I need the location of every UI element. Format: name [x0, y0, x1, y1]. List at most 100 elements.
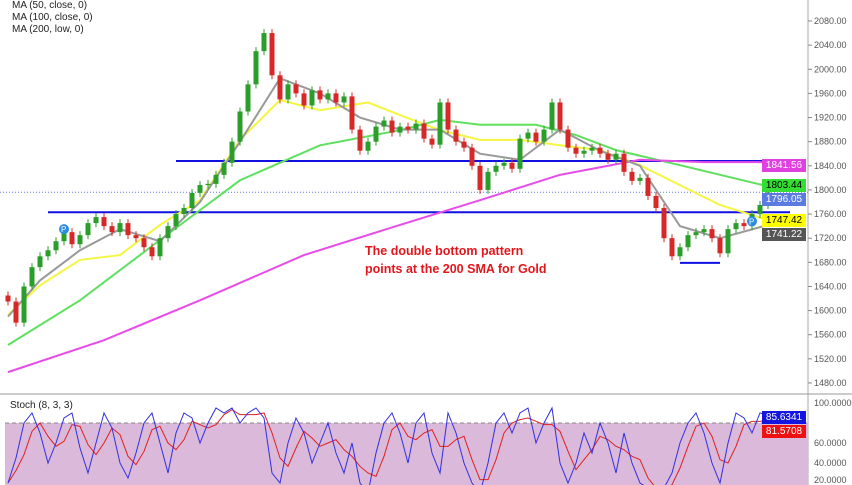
candle [685, 235, 691, 248]
candle [693, 232, 699, 236]
candle [557, 102, 563, 130]
candle [637, 177, 643, 181]
candle [669, 238, 675, 257]
candle [501, 162, 507, 166]
candle [117, 223, 123, 233]
y-tick-label: 2040.00 [814, 40, 847, 50]
y-tick-label: 1840.00 [814, 161, 847, 171]
stoch-tick-label: 40.0000 [814, 458, 847, 468]
pivot-marker-icon [59, 224, 69, 235]
candle [701, 229, 707, 233]
candle [85, 223, 91, 236]
candle [333, 93, 339, 103]
y-tick-label: 1960.00 [814, 88, 847, 98]
candle [149, 247, 155, 257]
candle [469, 147, 475, 166]
candle [69, 232, 75, 245]
stoch-tick-label: 60.0000 [814, 438, 847, 448]
candle [437, 102, 443, 145]
candle [189, 192, 195, 209]
candle [213, 174, 219, 184]
candle [93, 217, 99, 224]
candle [29, 267, 35, 287]
candle [349, 96, 355, 130]
y-tick-label: 1480.00 [814, 378, 847, 388]
candle [221, 162, 227, 175]
candle [757, 205, 763, 215]
candle [573, 147, 579, 154]
price-label: 1796.05 [762, 193, 806, 207]
legend-ma200: MA (200, low, 0) [12, 24, 84, 35]
moving-average-line [7, 118, 769, 346]
candle [285, 84, 291, 100]
candle [61, 232, 67, 242]
stoch-d-line [7, 409, 769, 485]
candle [341, 96, 347, 103]
y-tick-label: 1600.00 [814, 306, 847, 316]
price-label: 1841.56 [762, 158, 806, 172]
candle [733, 223, 739, 230]
candle [277, 75, 283, 100]
candle [485, 171, 491, 190]
candle [725, 229, 731, 254]
candle [269, 33, 275, 76]
candle [709, 229, 715, 239]
y-tick-label: 1880.00 [814, 137, 847, 147]
candle [125, 223, 131, 236]
candle [541, 129, 547, 142]
candle [293, 84, 299, 94]
candle [109, 226, 115, 233]
stoch-value-label: 81.5708 [762, 425, 806, 439]
candle [421, 123, 427, 139]
candle [245, 84, 251, 112]
candle [165, 226, 171, 239]
candle [405, 126, 411, 130]
candle [589, 147, 595, 151]
price-label: 1747.42 [762, 214, 806, 228]
candle [621, 153, 627, 172]
pivot-marker-icon [747, 216, 757, 227]
candle [453, 129, 459, 142]
candle [229, 141, 235, 163]
candle [53, 241, 59, 251]
y-tick-label: 1640.00 [814, 281, 847, 291]
candle [325, 93, 331, 100]
candle [645, 177, 651, 196]
y-tick-label: 1920.00 [814, 113, 847, 123]
candle [261, 33, 267, 52]
candle [381, 120, 387, 127]
candle [301, 93, 307, 106]
candle [565, 129, 571, 148]
candle [197, 185, 203, 193]
candle [357, 129, 363, 151]
y-tick-label: 1800.00 [814, 185, 847, 195]
candle [429, 138, 435, 145]
candle [533, 132, 539, 142]
candle [397, 126, 403, 133]
candle [101, 217, 107, 227]
stoch-k-line [7, 406, 769, 485]
candle [509, 162, 515, 169]
candle [13, 301, 19, 323]
candle [661, 208, 667, 239]
stoch-band [5, 423, 808, 485]
candle [413, 123, 419, 130]
stoch-legend: Stoch (8, 3, 3) [10, 400, 73, 411]
candle [517, 138, 523, 169]
candle [173, 214, 179, 227]
candle [181, 208, 187, 215]
candle [677, 247, 683, 257]
y-tick-label: 2000.00 [814, 64, 847, 74]
candle [373, 126, 379, 142]
candle [605, 153, 611, 160]
price-label: 1803.44 [762, 179, 806, 193]
pivot-marker-letter: P [61, 225, 66, 234]
candle [309, 90, 315, 106]
stoch-value-label: 85.6341 [762, 411, 806, 425]
y-tick-label: 1520.00 [814, 354, 847, 364]
candle [581, 150, 587, 154]
candle [237, 111, 243, 142]
price-label: 1741.22 [762, 228, 806, 242]
candle [445, 102, 451, 130]
